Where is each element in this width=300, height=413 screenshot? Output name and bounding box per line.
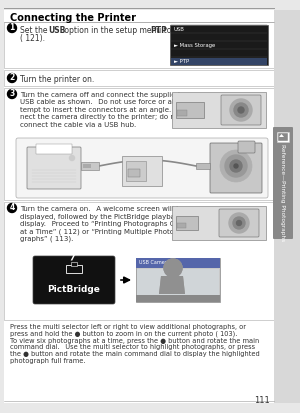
Text: graphs” ( 113).: graphs” ( 113). xyxy=(20,236,74,242)
Text: 2: 2 xyxy=(9,74,15,83)
Text: at a Time” ( 112) or “Printing Multiple Photo-: at a Time” ( 112) or “Printing Multiple … xyxy=(20,228,177,235)
Text: ► Mass Storage: ► Mass Storage xyxy=(174,43,215,48)
FancyBboxPatch shape xyxy=(221,95,261,125)
Bar xyxy=(136,295,220,302)
Text: Connecting the Printer: Connecting the Printer xyxy=(10,13,136,23)
Polygon shape xyxy=(159,276,185,294)
Text: ► PTP: ► PTP xyxy=(174,59,189,64)
Text: ( 121).: ( 121). xyxy=(20,34,45,43)
Text: press and hold the ● button to zoom in on the current photo ( 103).: press and hold the ● button to zoom in o… xyxy=(10,331,237,337)
Text: option in the setup menu to: option in the setup menu to xyxy=(62,26,174,35)
Bar xyxy=(83,164,91,168)
FancyBboxPatch shape xyxy=(33,256,115,304)
Bar xyxy=(278,133,288,141)
Text: Reference—Printing Photographs: Reference—Printing Photographs xyxy=(280,145,286,242)
Text: PictBridge: PictBridge xyxy=(48,285,100,294)
Circle shape xyxy=(69,155,75,161)
Bar xyxy=(274,10,300,403)
Circle shape xyxy=(8,204,16,213)
Text: display.  Proceed to “Printing Photographs One: display. Proceed to “Printing Photograph… xyxy=(20,221,184,227)
Bar xyxy=(277,132,289,142)
Bar xyxy=(172,206,266,240)
Bar xyxy=(71,262,77,266)
Bar xyxy=(81,162,99,170)
Circle shape xyxy=(225,155,247,177)
Bar xyxy=(36,144,72,154)
Bar xyxy=(177,223,186,228)
Polygon shape xyxy=(279,134,284,137)
FancyBboxPatch shape xyxy=(238,141,255,153)
Text: Set the: Set the xyxy=(20,26,50,35)
Circle shape xyxy=(220,150,252,182)
Text: 111: 111 xyxy=(254,396,270,405)
FancyBboxPatch shape xyxy=(273,127,293,239)
Bar xyxy=(122,156,162,186)
Bar xyxy=(172,92,266,128)
Circle shape xyxy=(8,74,16,83)
FancyBboxPatch shape xyxy=(27,147,81,189)
Text: tempt to insert the connectors at an angle. Con-: tempt to insert the connectors at an ang… xyxy=(20,107,190,113)
FancyBboxPatch shape xyxy=(219,209,259,237)
FancyBboxPatch shape xyxy=(210,143,262,193)
Circle shape xyxy=(164,259,182,277)
Bar xyxy=(4,70,274,86)
Text: Turn the printer on.: Turn the printer on. xyxy=(20,75,94,84)
Text: 4: 4 xyxy=(9,204,15,213)
Circle shape xyxy=(236,221,242,225)
Text: USB: USB xyxy=(48,26,65,35)
Circle shape xyxy=(234,103,248,117)
Bar xyxy=(136,258,220,268)
Text: nect the camera directly to the printer; do not: nect the camera directly to the printer;… xyxy=(20,114,182,121)
Text: USB cable as shown.  Do not use force or at-: USB cable as shown. Do not use force or … xyxy=(20,100,177,105)
Bar xyxy=(196,163,210,169)
Text: Press the multi selector left or right to view additional photographs, or: Press the multi selector left or right t… xyxy=(10,324,246,330)
Bar xyxy=(137,269,219,295)
Circle shape xyxy=(8,24,16,33)
Text: USB Camera: USB Camera xyxy=(139,260,170,265)
Text: Turn the camera on.  A welcome screen will be: Turn the camera on. A welcome screen wil… xyxy=(20,206,185,212)
Bar xyxy=(171,57,267,65)
Polygon shape xyxy=(159,276,185,294)
Circle shape xyxy=(238,107,244,113)
Text: USB: USB xyxy=(174,27,185,32)
Text: the ● button and rotate the main command dial to display the highlighted: the ● button and rotate the main command… xyxy=(10,351,260,357)
Bar xyxy=(136,258,220,302)
Text: 3: 3 xyxy=(9,90,15,98)
Text: To view six photographs at a time, press the ● button and rotate the main: To view six photographs at a time, press… xyxy=(10,337,259,344)
Circle shape xyxy=(229,213,249,233)
Circle shape xyxy=(164,259,182,277)
Bar xyxy=(177,110,187,116)
FancyBboxPatch shape xyxy=(16,138,268,198)
Text: Turn the camera off and connect the supplied: Turn the camera off and connect the supp… xyxy=(20,92,180,98)
Bar xyxy=(4,88,274,200)
Circle shape xyxy=(8,90,16,98)
Text: PTP: PTP xyxy=(150,26,167,35)
Text: /: / xyxy=(71,248,76,262)
Circle shape xyxy=(230,99,252,121)
Bar xyxy=(4,202,274,320)
Text: displayed, followed by the PictBridge playback: displayed, followed by the PictBridge pl… xyxy=(20,214,183,219)
Text: command dial.  Use the multi selector to highlight photographs, or press: command dial. Use the multi selector to … xyxy=(10,344,255,350)
Bar xyxy=(176,102,204,118)
Bar xyxy=(176,216,198,230)
Text: connect the cable via a USB hub.: connect the cable via a USB hub. xyxy=(20,122,136,128)
Bar xyxy=(4,22,274,68)
Circle shape xyxy=(230,160,242,172)
Text: photograph full frame.: photograph full frame. xyxy=(10,358,86,364)
Circle shape xyxy=(233,217,245,229)
Text: 1: 1 xyxy=(9,24,15,33)
Bar xyxy=(126,161,146,181)
Bar xyxy=(170,25,268,65)
Bar xyxy=(128,169,140,177)
Circle shape xyxy=(234,164,238,168)
